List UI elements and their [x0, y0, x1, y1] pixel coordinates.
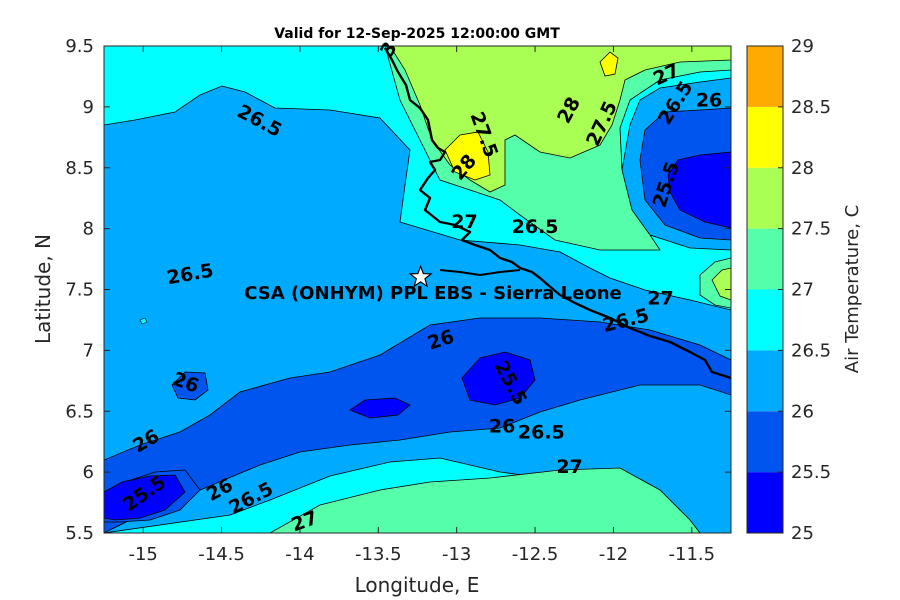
x-tick-label: -15 — [128, 544, 157, 565]
colorbar-band — [747, 228, 783, 290]
temperature-band-25_5-26 — [104, 317, 731, 533]
site-label: CSA (ONHYM) PPL EBS - Sierra Leone — [244, 283, 621, 304]
y-tick-label: 6 — [83, 462, 94, 483]
coastline — [383, 47, 731, 380]
temperature-band-28-28_5-north-small — [599, 51, 619, 77]
colorbar-tick-label: 27 — [791, 280, 814, 301]
y-tick-label: 5.5 — [65, 523, 94, 544]
y-tick-label: 8 — [83, 219, 94, 240]
colorbar: 25 25.5 26 26.5 27 27.5 28 28.5 29 — [746, 36, 831, 544]
colorbar-band — [747, 289, 783, 351]
x-tick-label: -13.5 — [355, 544, 402, 565]
x-tick-label: -12.5 — [512, 544, 559, 565]
colorbar-tick-label: 26.5 — [791, 340, 831, 361]
temperature-band-25-25_5-sw — [104, 474, 186, 521]
x-axis-title: Longitude, E — [355, 573, 480, 597]
contour-label: 26 — [489, 416, 515, 438]
colorbar-tick-label: 27.5 — [791, 219, 831, 240]
colorbar-band — [747, 46, 783, 107]
site-annotation: CSA (ONHYM) PPL EBS - Sierra Leone — [244, 264, 622, 304]
colorbar-band — [747, 411, 783, 473]
x-axis-ticks: -15 -14.5 -14 -13.5 -13 -12.5 -12 -11.5 — [128, 46, 715, 565]
y-tick-label: 9.5 — [65, 36, 94, 57]
y-axis-title: Latitude, N — [31, 234, 55, 344]
coastline-inlet — [439, 269, 521, 276]
contour-label: 26.5 — [512, 216, 559, 238]
contour-label: 27 — [647, 288, 673, 310]
y-tick-label: 7.5 — [65, 280, 94, 301]
contour-label: 27 — [556, 456, 582, 478]
y-tick-label: 8.5 — [65, 158, 94, 179]
temperature-band-25_5-26-small-west — [171, 371, 209, 401]
colorbar-band — [747, 106, 783, 168]
x-tick-label: -11.5 — [669, 544, 716, 565]
colorbar-title: Air Temperature, C — [842, 205, 863, 373]
temperature-band-27_5-28-east — [711, 267, 731, 301]
temperature-band-25-25_5-center-small — [349, 397, 411, 419]
temperature-band-25-25_5-center — [461, 351, 536, 406]
temperature-band-25-25_5-east — [667, 151, 731, 229]
temperature-band-27-27_5-south — [269, 467, 701, 533]
temperature-band-28-28_5-north — [444, 131, 491, 181]
colorbar-tick-label: 28 — [791, 158, 814, 179]
y-tick-label: 9 — [83, 97, 94, 118]
y-tick-label: 7 — [83, 340, 94, 361]
colorbar-band — [747, 472, 783, 533]
y-tick-label: 6.5 — [65, 401, 94, 422]
x-tick-label: -14.5 — [198, 544, 245, 565]
y-axis-ticks: 5.5 6 6.5 7 7.5 8 8.5 9 9.5 — [65, 36, 731, 544]
contour-label: 27 — [451, 211, 477, 233]
x-tick-label: -14 — [285, 544, 314, 565]
colorbar-tick-label: 25 — [791, 523, 814, 544]
colorbar-band — [747, 167, 783, 229]
colorbar-band — [747, 350, 783, 412]
site-star-icon — [408, 264, 433, 288]
colorbar-tick-label: 26 — [791, 401, 814, 422]
x-tick-label: -13 — [442, 544, 471, 565]
x-tick-label: -12 — [599, 544, 628, 565]
chart-title: Valid for 12-Sep-2025 12:00:00 GMT — [274, 26, 560, 42]
temperature-band-26-26_5-islet — [139, 317, 148, 325]
colorbar-tick-label: 28.5 — [791, 97, 831, 118]
colorbar-tick-label: 29 — [791, 36, 814, 57]
colorbar-tick-label: 25.5 — [791, 462, 831, 483]
contour-label: 26.5 — [518, 422, 565, 444]
contour-label: 26 — [696, 89, 722, 111]
plot-area — [104, 46, 731, 533]
